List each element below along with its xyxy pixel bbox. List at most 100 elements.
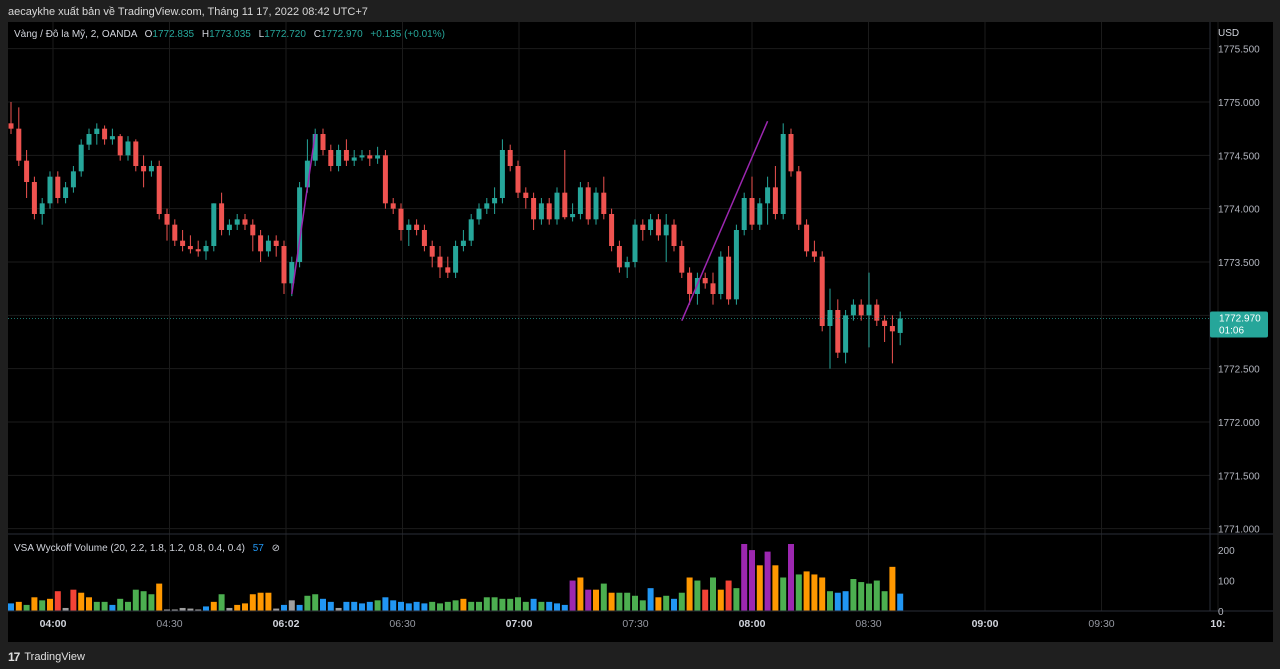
candle-body — [788, 134, 794, 172]
volume-bar — [218, 594, 225, 611]
candle-body — [453, 246, 459, 273]
legend-h-label: H — [202, 29, 209, 40]
candle — [63, 182, 69, 204]
candle-body — [39, 203, 45, 214]
volume-bar — [296, 604, 303, 611]
volume-bar — [842, 591, 849, 611]
candle-body — [889, 326, 895, 332]
legend-symbol: Vàng / Đô la Mỹ, 2, OANDA — [14, 29, 138, 40]
volume-bar — [382, 597, 389, 611]
candle-body — [718, 256, 724, 294]
candle-body — [31, 182, 37, 214]
volume-bar — [515, 597, 521, 611]
candle — [382, 150, 388, 209]
candle-body — [102, 128, 108, 140]
legend-close: 1772.970 — [321, 29, 363, 40]
candle — [219, 192, 225, 236]
candle-body — [687, 272, 693, 294]
candle — [640, 219, 646, 241]
footer-brand[interactable]: TradingView — [24, 651, 85, 663]
volume-bar — [187, 608, 194, 611]
candle — [499, 139, 505, 204]
candle — [234, 214, 240, 230]
volume-tick-label: 0 — [1218, 607, 1224, 618]
candle-body — [289, 262, 295, 284]
candle — [850, 299, 856, 321]
time-tick-label: 10: — [1210, 618, 1225, 630]
candle-body — [897, 318, 903, 333]
candle-body — [242, 219, 248, 225]
candle-body — [671, 224, 677, 246]
candle-body — [180, 240, 186, 246]
candle — [492, 187, 498, 214]
chart-canvas[interactable]: 1775.500 1775.000 1774.500 1774.000 1773.500… — [8, 22, 1273, 642]
candle-body — [148, 166, 154, 172]
bar-countdown: 01:06 — [1219, 326, 1244, 337]
volume-tick-label: 200 — [1218, 546, 1235, 557]
volume-bar — [62, 607, 69, 611]
candle-body — [273, 240, 279, 246]
volume-bar — [530, 598, 537, 611]
candle-body — [648, 219, 654, 230]
volume-bar — [639, 600, 646, 611]
candle-body — [538, 203, 544, 220]
candle — [460, 230, 466, 252]
volume-bar — [866, 583, 872, 611]
candle — [164, 208, 170, 241]
candle — [250, 219, 256, 252]
candle — [414, 219, 420, 236]
candle-body — [219, 203, 225, 230]
candle — [102, 125, 108, 145]
time-tick-label: 09:30 — [1088, 618, 1114, 630]
candle — [156, 160, 162, 220]
candle — [702, 272, 708, 289]
candle-body — [780, 134, 786, 214]
candle-body — [367, 155, 373, 159]
candle-body — [468, 219, 474, 241]
volume-bar — [39, 600, 46, 611]
candle-body — [554, 192, 560, 220]
candle — [546, 198, 552, 225]
candle — [437, 246, 443, 278]
candle-body — [632, 224, 638, 262]
volume-bar — [577, 577, 584, 611]
candle-body — [226, 224, 232, 230]
volume-bar — [585, 589, 592, 611]
volume-bar — [437, 603, 443, 611]
chart-panel[interactable]: 1775.500 1775.000 1774.500 1774.000 1773.500… — [8, 22, 1273, 642]
volume-bar — [686, 577, 693, 611]
candle — [897, 311, 903, 346]
time-tick-label: 04:00 — [40, 618, 67, 630]
candle-body — [866, 304, 872, 316]
volume-bar — [413, 601, 420, 611]
trendlines[interactable] — [291, 120, 769, 321]
candle — [421, 224, 427, 252]
candle-body — [211, 203, 217, 246]
volume-bar — [179, 607, 186, 611]
candle-body — [726, 256, 732, 300]
candle-body — [507, 150, 513, 166]
volume-bar — [421, 603, 428, 611]
volume-bar — [452, 600, 459, 611]
tradingview-logo-icon: 17 — [8, 650, 20, 664]
candle — [531, 192, 537, 230]
candle-body — [203, 246, 209, 252]
volume-bar — [249, 594, 256, 611]
volume-bar — [195, 609, 202, 611]
volume-legend: VSA Wyckoff Volume (20, 2.2, 1.8, 1.2, 0… — [14, 543, 280, 554]
volume-bar — [655, 597, 662, 611]
candle — [141, 155, 147, 188]
volume-bar — [343, 601, 350, 611]
candle-body — [320, 134, 326, 150]
candle-body — [94, 128, 100, 134]
candle — [570, 203, 576, 222]
volume-bar — [304, 595, 311, 611]
legend-low: 1772.720 — [264, 29, 306, 40]
candle-body — [796, 171, 802, 225]
volume-bar — [210, 601, 217, 611]
candle — [733, 224, 739, 305]
candle — [328, 144, 334, 172]
candle-body — [141, 166, 147, 172]
volume-indicator-label: VSA Wyckoff Volume (20, 2.2, 1.8, 1.2, 0… — [14, 543, 245, 554]
volume-bar — [8, 603, 14, 611]
